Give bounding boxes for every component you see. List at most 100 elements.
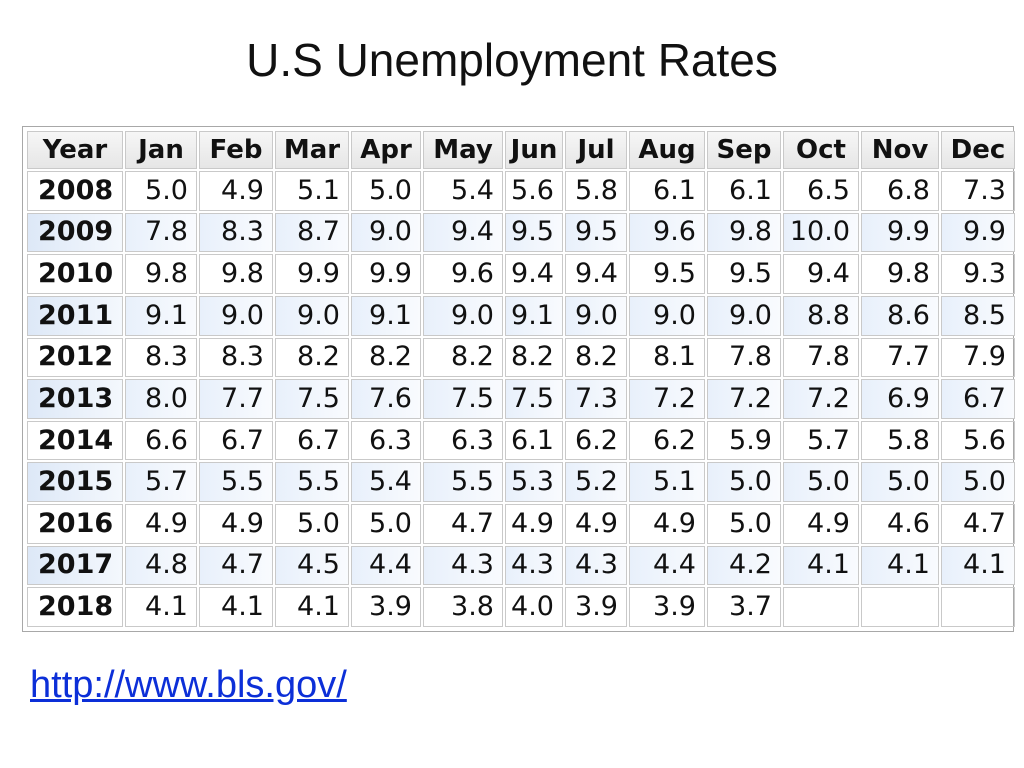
table-row: 2013 8.0 7.7 7.5 7.6 7.5 7.5 7.3 7.2 7.2 7.2 6.9 6.7 bbox=[27, 379, 1015, 419]
rate-cell: 3.9 bbox=[351, 587, 421, 627]
rate-cell: 8.2 bbox=[565, 337, 627, 378]
rate-cell: 5.0 bbox=[275, 504, 349, 544]
rate-cell: 5.8 bbox=[861, 420, 939, 461]
rate-cell: 6.3 bbox=[423, 420, 503, 461]
rate-cell: 6.6 bbox=[125, 420, 197, 461]
rate-cell: 8.0 bbox=[125, 379, 197, 419]
rate-cell: 9.1 bbox=[505, 295, 563, 336]
rate-cell: 4.4 bbox=[351, 545, 421, 586]
rate-cell: 3.9 bbox=[565, 587, 627, 627]
rate-cell: 5.7 bbox=[125, 462, 197, 502]
rate-cell: 10.0 bbox=[783, 212, 859, 253]
rate-cell: 9.0 bbox=[275, 295, 349, 336]
rate-cell: 8.3 bbox=[199, 337, 273, 378]
rate-cell: 9.0 bbox=[199, 295, 273, 336]
rate-cell: 4.3 bbox=[505, 545, 563, 586]
rate-cell: 9.3 bbox=[941, 254, 1015, 294]
rate-cell: 4.1 bbox=[861, 545, 939, 586]
column-header-sep: Sep bbox=[707, 131, 781, 169]
rate-cell: 4.9 bbox=[505, 504, 563, 544]
year-cell: 2011 bbox=[27, 295, 123, 336]
column-header-jan: Jan bbox=[125, 131, 197, 169]
rate-cell: 6.3 bbox=[351, 420, 421, 461]
year-cell: 2018 bbox=[27, 587, 123, 627]
rate-cell: 9.5 bbox=[565, 212, 627, 253]
rate-cell: 5.5 bbox=[275, 462, 349, 502]
rate-cell: 5.1 bbox=[629, 462, 705, 502]
rate-cell: 4.1 bbox=[125, 587, 197, 627]
rate-cell: 9.5 bbox=[505, 212, 563, 253]
rate-cell: 6.2 bbox=[629, 420, 705, 461]
rate-cell: 8.2 bbox=[505, 337, 563, 378]
rate-cell: 9.5 bbox=[629, 254, 705, 294]
rate-cell: 5.7 bbox=[783, 420, 859, 461]
table-row: 2008 5.0 4.9 5.1 5.0 5.4 5.6 5.8 6.1 6.1 6.5 6.8 7.3 bbox=[27, 171, 1015, 211]
rate-cell: 9.0 bbox=[707, 295, 781, 336]
table-header-row: Year Jan Feb Mar Apr May Jun Jul Aug Sep Oct Nov Dec bbox=[27, 131, 1015, 169]
column-header-nov: Nov bbox=[861, 131, 939, 169]
column-header-year: Year bbox=[27, 131, 123, 169]
rate-cell: 8.7 bbox=[275, 212, 349, 253]
rate-cell: 9.8 bbox=[199, 254, 273, 294]
rate-cell: 7.3 bbox=[565, 379, 627, 419]
rate-cell: 5.1 bbox=[275, 171, 349, 211]
rate-cell: 8.2 bbox=[275, 337, 349, 378]
rate-cell: 7.8 bbox=[125, 212, 197, 253]
rate-cell: 3.7 bbox=[707, 587, 781, 627]
year-cell: 2017 bbox=[27, 545, 123, 586]
table-row: 2017 4.8 4.7 4.5 4.4 4.3 4.3 4.3 4.4 4.2 4.1 4.1 4.1 bbox=[27, 545, 1015, 586]
rate-cell: 5.0 bbox=[861, 462, 939, 502]
rate-cell: 9.9 bbox=[941, 212, 1015, 253]
rate-cell: 6.8 bbox=[861, 171, 939, 211]
source-link[interactable]: http://www.bls.gov/ bbox=[30, 664, 347, 706]
rate-cell: 8.2 bbox=[351, 337, 421, 378]
table-body: 2008 5.0 4.9 5.1 5.0 5.4 5.6 5.8 6.1 6.1 6.5 6.8 7.3… bbox=[27, 171, 1015, 627]
column-header-feb: Feb bbox=[199, 131, 273, 169]
rate-cell: 5.4 bbox=[423, 171, 503, 211]
column-header-jul: Jul bbox=[565, 131, 627, 169]
year-cell: 2012 bbox=[27, 337, 123, 378]
rate-cell: 9.0 bbox=[629, 295, 705, 336]
rate-cell: 8.5 bbox=[941, 295, 1015, 336]
rate-cell: 5.0 bbox=[707, 462, 781, 502]
column-header-aug: Aug bbox=[629, 131, 705, 169]
rate-cell: 9.9 bbox=[351, 254, 421, 294]
rate-cell: 7.8 bbox=[707, 337, 781, 378]
rate-cell: 7.5 bbox=[423, 379, 503, 419]
rate-cell: 7.6 bbox=[351, 379, 421, 419]
table-row: 2010 9.8 9.8 9.9 9.9 9.6 9.4 9.4 9.5 9.5 9.4 9.8 9.3 bbox=[27, 254, 1015, 294]
year-cell: 2015 bbox=[27, 462, 123, 502]
rate-cell: 4.1 bbox=[275, 587, 349, 627]
rate-cell: 9.0 bbox=[423, 295, 503, 336]
table-row: 2016 4.9 4.9 5.0 5.0 4.7 4.9 4.9 4.9 5.0 4.9 4.6 4.7 bbox=[27, 504, 1015, 544]
rate-cell: 9.9 bbox=[861, 212, 939, 253]
rate-cell: 8.1 bbox=[629, 337, 705, 378]
rate-cell: 7.5 bbox=[275, 379, 349, 419]
rate-cell: 7.2 bbox=[707, 379, 781, 419]
rate-cell: 9.8 bbox=[861, 254, 939, 294]
rate-cell: 8.8 bbox=[783, 295, 859, 336]
table-row: 2014 6.6 6.7 6.7 6.3 6.3 6.1 6.2 6.2 5.9 5.7 5.8 5.6 bbox=[27, 420, 1015, 461]
rate-cell: 3.9 bbox=[629, 587, 705, 627]
rate-cell: 6.1 bbox=[505, 420, 563, 461]
rate-cell: 9.6 bbox=[629, 212, 705, 253]
rate-cell bbox=[783, 587, 859, 627]
table-row: 2009 7.8 8.3 8.7 9.0 9.4 9.5 9.5 9.6 9.8 10.0 9.9 9.… bbox=[27, 212, 1015, 253]
rate-cell: 4.1 bbox=[199, 587, 273, 627]
year-cell: 2010 bbox=[27, 254, 123, 294]
rate-cell: 4.4 bbox=[629, 545, 705, 586]
column-header-dec: Dec bbox=[941, 131, 1015, 169]
rate-cell bbox=[861, 587, 939, 627]
rate-cell: 5.0 bbox=[351, 504, 421, 544]
rate-cell: 5.6 bbox=[505, 171, 563, 211]
rate-cell: 6.5 bbox=[783, 171, 859, 211]
rate-cell: 4.3 bbox=[423, 545, 503, 586]
year-cell: 2008 bbox=[27, 171, 123, 211]
rate-cell: 4.5 bbox=[275, 545, 349, 586]
rate-cell: 9.8 bbox=[707, 212, 781, 253]
rate-cell: 4.9 bbox=[125, 504, 197, 544]
rate-cell: 5.3 bbox=[505, 462, 563, 502]
rate-cell: 4.7 bbox=[423, 504, 503, 544]
rate-cell: 6.1 bbox=[707, 171, 781, 211]
rate-cell: 8.6 bbox=[861, 295, 939, 336]
